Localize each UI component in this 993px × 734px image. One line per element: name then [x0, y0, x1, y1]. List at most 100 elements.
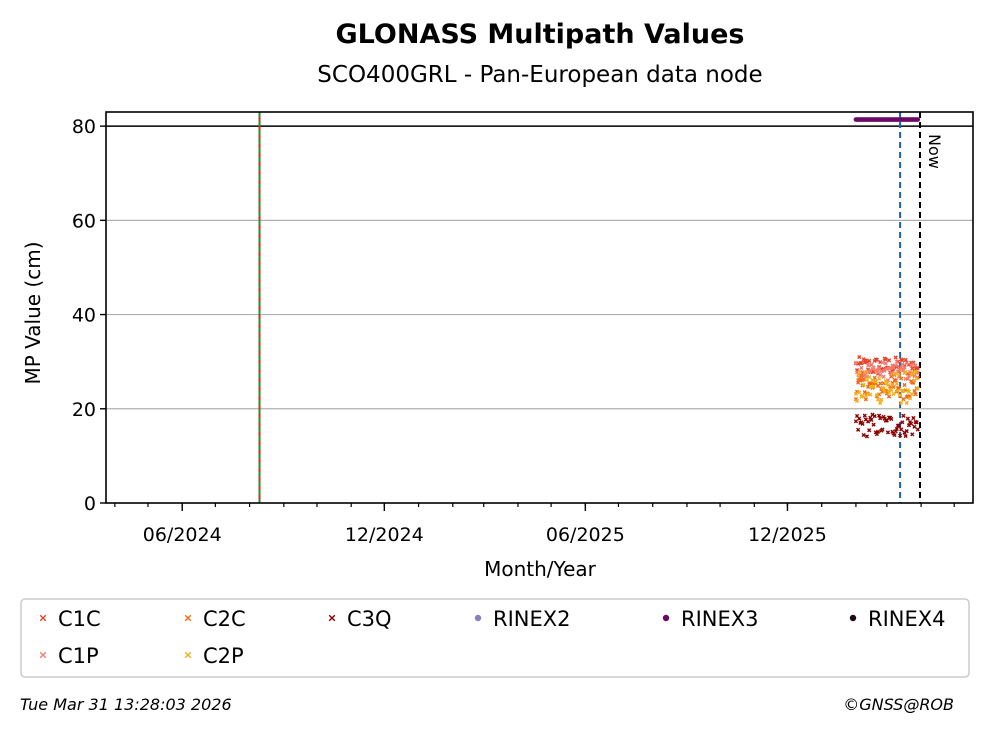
data-point: [879, 397, 884, 402]
series-c2c: [853, 373, 920, 402]
y-tick-label: 20: [72, 399, 96, 421]
data-point: [874, 393, 880, 398]
series-rinex3: [853, 117, 921, 122]
data-point: [895, 388, 900, 393]
data-point: [904, 360, 909, 366]
y-axis-label: MP Value (cm): [21, 241, 45, 384]
data-point: [899, 400, 904, 405]
y-tick-label: 80: [72, 116, 96, 138]
data-point: [857, 416, 862, 421]
x-tick-label: 06/2025: [546, 524, 625, 546]
data-point: [892, 432, 897, 438]
data-point: [854, 370, 860, 375]
legend-item-c3q: C3Q: [328, 607, 392, 631]
data-point: [901, 397, 906, 402]
data-point: [885, 382, 891, 388]
data-point: [875, 429, 881, 434]
data-point: [888, 387, 893, 392]
data-point: [874, 357, 880, 362]
chart-title: GLONASS Multipath Values: [335, 19, 744, 50]
data-point: [889, 416, 894, 422]
legend-item-c1c: C1C: [39, 607, 101, 631]
data-point: [894, 426, 899, 432]
data-point: [915, 117, 921, 122]
data-point: [894, 381, 899, 386]
data-point: [853, 391, 859, 396]
vertical-markers: Now: [258, 112, 944, 503]
series-c3q: [853, 412, 920, 439]
data-point: [903, 433, 908, 439]
data-point: [899, 427, 904, 432]
data-point: [873, 379, 878, 384]
legend-item-c2p: C2P: [184, 644, 244, 668]
legend-marker: [184, 651, 192, 659]
data-point: [900, 420, 905, 425]
data-point: [868, 392, 873, 397]
data-point: [885, 430, 891, 435]
legend-item-c1p: C1P: [39, 644, 99, 668]
y-axis-ticks: 0 20 40 60 80: [72, 116, 106, 515]
data-point: [913, 392, 918, 397]
data-point: [900, 362, 905, 367]
data-point: [875, 397, 881, 402]
footer-timestamp: Tue Mar 31 13:28:03 2026: [20, 695, 232, 714]
legend-item-rinex2: RINEX2: [474, 607, 571, 631]
data-point: [903, 357, 908, 362]
data-point: [869, 417, 874, 422]
data-point: [883, 357, 888, 362]
data-point: [878, 400, 883, 406]
data-point: [909, 421, 914, 426]
data-point: [859, 373, 864, 378]
legend-label: C1C: [58, 607, 101, 631]
legend-label: C1P: [58, 644, 99, 668]
data-point: [896, 372, 902, 377]
data-point: [911, 380, 916, 385]
data-point: [865, 419, 871, 424]
data-point: [911, 370, 916, 375]
data-point: [880, 360, 885, 365]
data-point: [913, 363, 918, 368]
data-point: [861, 377, 866, 382]
data-point: [878, 416, 883, 421]
legend-label: C3Q: [347, 607, 392, 631]
data-point: [882, 389, 887, 395]
legend-box: [20, 598, 970, 678]
data-point: [902, 382, 907, 388]
data-point: [857, 390, 862, 395]
chart-subtitle: SCO400GRL - Pan-European data node: [317, 62, 762, 88]
legend-label: RINEX4: [868, 607, 946, 631]
legend-item-c2c: C2C: [184, 607, 246, 631]
data-point: [862, 413, 867, 418]
data-point: [913, 369, 918, 374]
data-point: [911, 415, 916, 421]
plot-frame: [105, 111, 974, 504]
legend-label: RINEX3: [681, 607, 759, 631]
data-point: [881, 386, 886, 391]
data-point: [856, 372, 861, 377]
data-point: [905, 376, 910, 381]
data-point: [890, 363, 895, 368]
data-point: [872, 414, 877, 419]
data-point: [863, 397, 868, 402]
x-tick-label: 12/2025: [748, 524, 827, 546]
data-point: [886, 394, 892, 399]
data-point: [874, 432, 880, 437]
data-point: [899, 376, 904, 381]
data-point: [871, 384, 876, 389]
legend: C1C C2C C3Q RINEX2 RINEX3 RINEX4 C1P C2P: [39, 607, 946, 668]
x-axis-label: Month/Year: [484, 557, 597, 581]
data-point: [915, 427, 920, 432]
data-point: [879, 369, 884, 374]
data-point: [856, 427, 861, 432]
data-point: [896, 385, 902, 391]
data-point: [912, 424, 917, 429]
legend-marker: [849, 614, 857, 622]
legend-item-rinex4: RINEX4: [849, 607, 946, 631]
data-point: [853, 419, 859, 424]
y-tick-label: 0: [84, 493, 96, 515]
footer-copyright: ©GNSS@ROB: [843, 695, 954, 714]
legend-label: C2P: [203, 644, 244, 668]
data-point: [906, 389, 912, 394]
data-point: [864, 359, 870, 364]
x-axis-ticks: 06/2024 12/2024 06/2025 12/2025: [114, 503, 955, 546]
